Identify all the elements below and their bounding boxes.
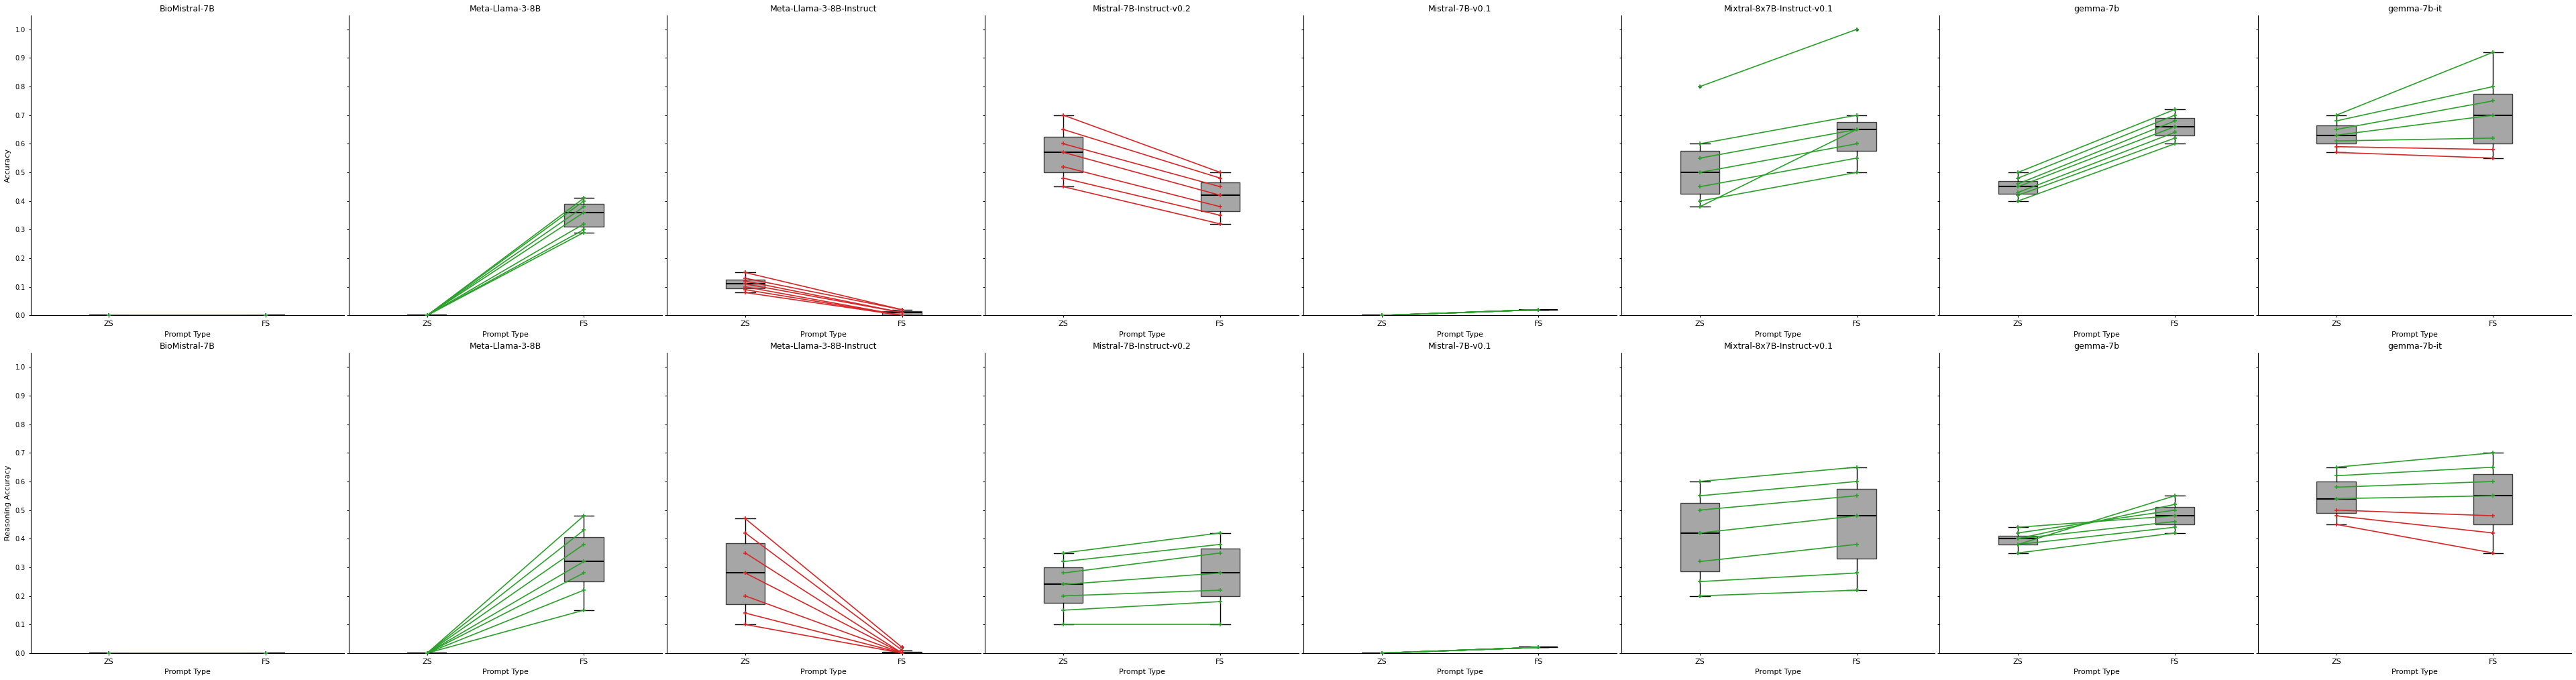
Title: Meta-Llama-3-8B: Meta-Llama-3-8B	[469, 342, 541, 351]
Title: Mistral-7B-v0.1: Mistral-7B-v0.1	[1427, 342, 1492, 351]
PathPatch shape	[1999, 536, 2038, 545]
Title: BioMistral-7B: BioMistral-7B	[160, 342, 214, 351]
PathPatch shape	[2156, 118, 2195, 135]
X-axis label: Prompt Type: Prompt Type	[2074, 668, 2120, 675]
X-axis label: Prompt Type: Prompt Type	[1437, 668, 1484, 675]
Title: gemma-7b-it: gemma-7b-it	[2388, 342, 2442, 351]
Title: Meta-Llama-3-8B-Instruct: Meta-Llama-3-8B-Instruct	[770, 342, 878, 351]
PathPatch shape	[1043, 137, 1082, 173]
PathPatch shape	[884, 311, 922, 316]
Title: Mistral-7B-Instruct-v0.2: Mistral-7B-Instruct-v0.2	[1092, 5, 1190, 14]
Title: gemma-7b-it: gemma-7b-it	[2388, 5, 2442, 14]
X-axis label: Prompt Type: Prompt Type	[801, 331, 848, 338]
Title: Mixtral-8x7B-Instruct-v0.1: Mixtral-8x7B-Instruct-v0.1	[1723, 5, 1834, 14]
PathPatch shape	[1680, 151, 1718, 194]
X-axis label: Prompt Type: Prompt Type	[165, 331, 211, 338]
X-axis label: Prompt Type: Prompt Type	[1437, 331, 1484, 338]
Title: gemma-7b: gemma-7b	[2074, 5, 2120, 14]
Title: Meta-Llama-3-8B: Meta-Llama-3-8B	[469, 5, 541, 14]
PathPatch shape	[1200, 182, 1239, 211]
PathPatch shape	[2473, 94, 2512, 143]
X-axis label: Prompt Type: Prompt Type	[2391, 331, 2437, 338]
X-axis label: Prompt Type: Prompt Type	[801, 668, 848, 675]
X-axis label: Prompt Type: Prompt Type	[1118, 331, 1164, 338]
PathPatch shape	[1999, 181, 2038, 194]
PathPatch shape	[2156, 507, 2195, 524]
PathPatch shape	[1043, 567, 1082, 603]
Title: gemma-7b: gemma-7b	[2074, 342, 2120, 351]
Y-axis label: Accuracy: Accuracy	[5, 148, 10, 182]
PathPatch shape	[1200, 549, 1239, 596]
Title: Mistral-7B-v0.1: Mistral-7B-v0.1	[1427, 5, 1492, 14]
X-axis label: Prompt Type: Prompt Type	[1118, 668, 1164, 675]
Title: Mixtral-8x7B-Instruct-v0.1: Mixtral-8x7B-Instruct-v0.1	[1723, 342, 1834, 351]
Title: Meta-Llama-3-8B-Instruct: Meta-Llama-3-8B-Instruct	[770, 5, 878, 14]
PathPatch shape	[1837, 122, 1875, 151]
PathPatch shape	[1837, 489, 1875, 559]
X-axis label: Prompt Type: Prompt Type	[482, 331, 528, 338]
PathPatch shape	[726, 279, 765, 288]
PathPatch shape	[564, 537, 603, 581]
X-axis label: Prompt Type: Prompt Type	[1754, 668, 1801, 675]
X-axis label: Prompt Type: Prompt Type	[482, 668, 528, 675]
Title: BioMistral-7B: BioMistral-7B	[160, 5, 214, 14]
PathPatch shape	[884, 651, 922, 653]
PathPatch shape	[2316, 125, 2357, 143]
X-axis label: Prompt Type: Prompt Type	[2391, 668, 2437, 675]
PathPatch shape	[726, 543, 765, 605]
PathPatch shape	[1680, 503, 1718, 572]
X-axis label: Prompt Type: Prompt Type	[165, 668, 211, 675]
PathPatch shape	[2316, 481, 2357, 513]
PathPatch shape	[2473, 475, 2512, 524]
X-axis label: Prompt Type: Prompt Type	[2074, 331, 2120, 338]
X-axis label: Prompt Type: Prompt Type	[1754, 331, 1801, 338]
Y-axis label: Reasoning Accuracy: Reasoning Accuracy	[5, 465, 10, 541]
Title: Mistral-7B-Instruct-v0.2: Mistral-7B-Instruct-v0.2	[1092, 342, 1190, 351]
PathPatch shape	[564, 204, 603, 226]
